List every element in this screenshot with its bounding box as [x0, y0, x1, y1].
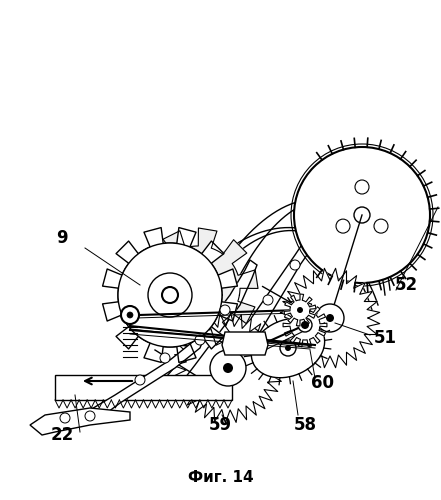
Circle shape [280, 340, 296, 356]
Circle shape [355, 180, 369, 194]
Circle shape [160, 353, 170, 363]
Text: Фиг. 14: Фиг. 14 [188, 470, 253, 486]
Polygon shape [30, 408, 130, 435]
Polygon shape [155, 260, 257, 400]
Circle shape [301, 321, 309, 329]
Text: 59: 59 [209, 416, 232, 434]
Circle shape [290, 260, 300, 270]
Polygon shape [222, 332, 268, 355]
Circle shape [118, 243, 222, 347]
Circle shape [298, 318, 312, 332]
Polygon shape [280, 268, 380, 368]
Polygon shape [283, 303, 327, 347]
Polygon shape [215, 215, 329, 385]
Circle shape [374, 219, 388, 233]
Polygon shape [103, 228, 237, 362]
Circle shape [223, 363, 233, 373]
Polygon shape [173, 313, 283, 423]
Text: 51: 51 [374, 329, 396, 347]
Circle shape [85, 411, 95, 421]
Circle shape [263, 295, 273, 305]
Polygon shape [251, 318, 325, 378]
Circle shape [127, 312, 133, 318]
Circle shape [326, 314, 334, 322]
Text: 58: 58 [294, 416, 317, 434]
Circle shape [60, 413, 70, 423]
Circle shape [336, 219, 350, 233]
Circle shape [294, 147, 430, 283]
Text: 9: 9 [56, 229, 68, 247]
Polygon shape [90, 330, 205, 418]
Circle shape [195, 335, 205, 345]
Circle shape [121, 306, 139, 324]
Circle shape [354, 207, 370, 223]
Circle shape [135, 375, 145, 385]
Circle shape [316, 304, 344, 332]
Circle shape [285, 345, 291, 351]
Polygon shape [284, 294, 316, 326]
Text: 60: 60 [311, 374, 335, 392]
Text: 22: 22 [50, 426, 74, 444]
Circle shape [297, 307, 303, 313]
Polygon shape [138, 228, 258, 348]
Circle shape [162, 287, 178, 303]
Polygon shape [55, 375, 232, 400]
Text: 52: 52 [394, 276, 418, 294]
Circle shape [210, 350, 246, 386]
Circle shape [148, 273, 192, 317]
Circle shape [220, 305, 230, 315]
